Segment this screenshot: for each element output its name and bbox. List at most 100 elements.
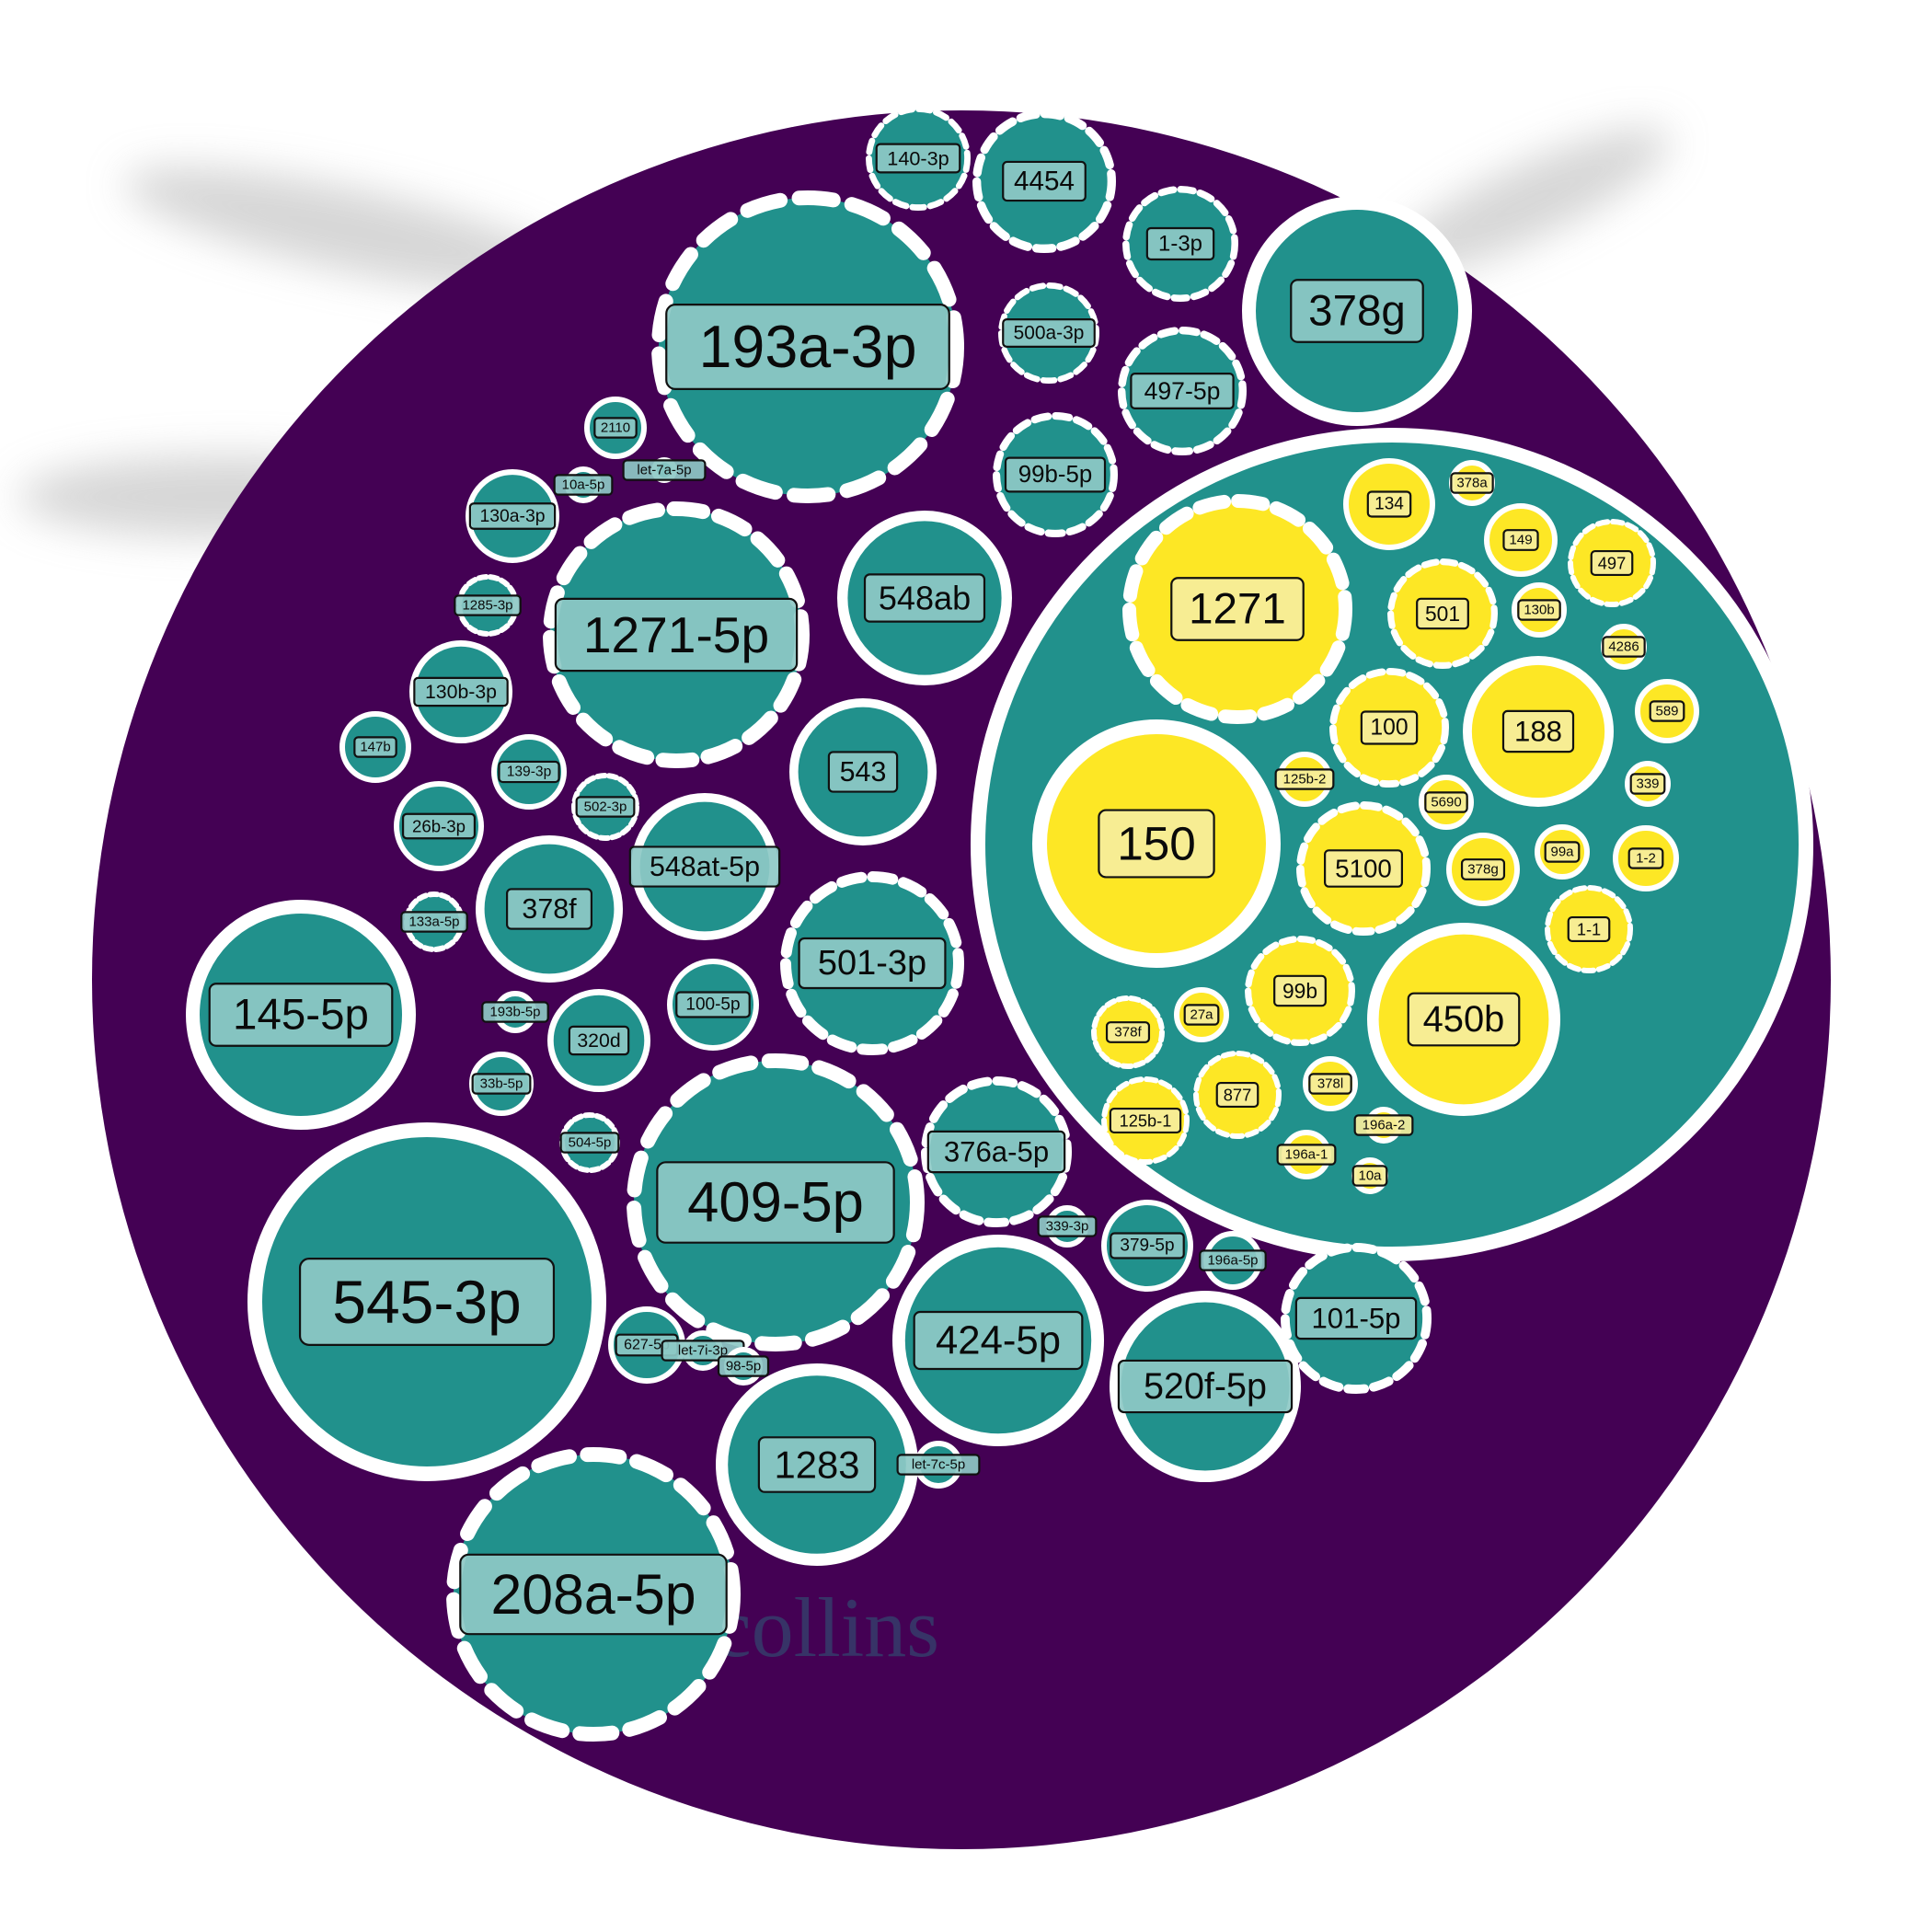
teal-node-label-box bbox=[926, 1130, 1066, 1174]
yellow-node-label-box bbox=[1629, 773, 1666, 795]
teal-node-label-box bbox=[1117, 1359, 1294, 1414]
node-t7: 497-5p bbox=[1117, 327, 1247, 456]
node-t18: 139-3p bbox=[491, 734, 567, 810]
yellow-node-label: 100 bbox=[1370, 716, 1408, 741]
teal-node-label-box bbox=[913, 1310, 1084, 1371]
yellow-node-label: 497 bbox=[1598, 554, 1626, 573]
teal-node-label-box bbox=[798, 937, 947, 990]
yellow-node-label: 1-2 bbox=[1636, 851, 1656, 867]
yellow-node-label-box bbox=[1649, 700, 1685, 722]
teal-node-label: 1283 bbox=[775, 1443, 860, 1487]
yellow-node-label-box bbox=[1274, 768, 1335, 790]
node-t36: 379-5p bbox=[1101, 1200, 1193, 1292]
teal-node-label-box bbox=[1290, 279, 1424, 343]
yellow-node-label-box bbox=[1276, 1144, 1337, 1166]
node-t11: 10a-5p bbox=[553, 466, 614, 503]
teal-node-label-box bbox=[896, 1454, 981, 1476]
teal-node-label: let-7a-5p bbox=[637, 463, 691, 478]
teal-node-label: 133a-5p bbox=[408, 914, 459, 930]
teal-node-label-box bbox=[459, 1553, 728, 1636]
node-t21: 26b-3p bbox=[394, 781, 484, 871]
teal-node-label: 26b-3p bbox=[412, 817, 466, 836]
node-t25: 501-3p bbox=[780, 871, 964, 1055]
teal-node-label-box bbox=[875, 143, 961, 174]
node-t46: 208a-5p bbox=[446, 1447, 741, 1742]
teal-node-label: 208a-5p bbox=[490, 1563, 696, 1626]
node-y20: 1-1 bbox=[1545, 885, 1633, 973]
node-y9: 100 bbox=[1329, 668, 1450, 788]
teal-node-label-box bbox=[568, 1025, 630, 1056]
teal-node-label: 99b-5p bbox=[1018, 462, 1092, 488]
node-y26: 378l bbox=[1303, 1056, 1358, 1111]
node-t43: 520f-5p bbox=[1109, 1290, 1301, 1482]
node-y30: 10a bbox=[1351, 1157, 1388, 1194]
teal-node-label-box bbox=[353, 736, 397, 758]
teal-node-label-box bbox=[468, 502, 557, 530]
yellow-node-label-box bbox=[1590, 549, 1634, 577]
yellow-node-label-box bbox=[1215, 1081, 1259, 1109]
node-t6: 500a-3p bbox=[998, 282, 1100, 384]
yellow-node-label-box bbox=[1183, 1004, 1220, 1026]
node-t28: 100-5p bbox=[667, 959, 759, 1051]
node-t33: 376a-5p bbox=[920, 1076, 1072, 1228]
teal-node-label-box bbox=[1004, 456, 1107, 493]
teal-node-label-box bbox=[1110, 1232, 1185, 1259]
teal-node-label: let-7c-5p bbox=[912, 1457, 965, 1473]
teal-node-label: 33b-5p bbox=[480, 1076, 523, 1092]
node-t32: 409-5p bbox=[627, 1053, 925, 1351]
teal-node-label-box bbox=[827, 751, 899, 793]
teal-node-label-box bbox=[757, 1436, 877, 1493]
teal-node-label-box bbox=[1037, 1215, 1098, 1237]
node-y14: 5690 bbox=[1419, 775, 1474, 830]
teal-node-label-box bbox=[1130, 373, 1235, 409]
yellow-node-label: 450b bbox=[1423, 999, 1505, 1040]
node-t4: 1-3p bbox=[1122, 185, 1239, 303]
node-t19: 543 bbox=[788, 697, 937, 845]
yellow-node-label-box bbox=[1544, 841, 1581, 863]
node-t27: 193b-5p bbox=[481, 991, 549, 1033]
teal-node-label: 147b bbox=[360, 740, 390, 755]
teal-node-label-box bbox=[413, 676, 509, 707]
node-y8: 4286 bbox=[1601, 624, 1647, 670]
yellow-node-label: 1271 bbox=[1189, 585, 1286, 634]
teal-node-label-box bbox=[1002, 318, 1096, 348]
node-y28: 196a-2 bbox=[1353, 1107, 1414, 1144]
node-t10: let-7a-5p bbox=[622, 457, 707, 483]
yellow-node-label: 378a bbox=[1456, 476, 1488, 491]
yellow-node-label: 27a bbox=[1190, 1007, 1213, 1023]
node-t9: 2110 bbox=[584, 397, 647, 459]
node-t5: 378g bbox=[1242, 196, 1472, 426]
node-t35: 339-3p bbox=[1037, 1205, 1098, 1248]
node-t34: 545-3p bbox=[247, 1122, 606, 1481]
node-y4: 149 bbox=[1484, 503, 1558, 577]
teal-node-label: 130b-3p bbox=[425, 681, 497, 703]
yellow-node-label: 196a-1 bbox=[1285, 1147, 1328, 1163]
teal-node-label: 140-3p bbox=[887, 147, 949, 170]
teal-node-label: 545-3p bbox=[332, 1268, 522, 1336]
node-t8: 99b-5p bbox=[992, 412, 1118, 538]
node-t13: 1271-5p bbox=[543, 501, 810, 768]
teal-node-label: 543 bbox=[840, 756, 887, 788]
teal-node-label-box bbox=[505, 888, 593, 930]
node-t3: 4454 bbox=[972, 109, 1117, 253]
yellow-node-label: 4286 bbox=[1608, 639, 1639, 655]
yellow-node-label: 378g bbox=[1467, 862, 1499, 878]
node-t38: 101-5p bbox=[1281, 1243, 1432, 1395]
teal-node-label: 548at-5p bbox=[650, 851, 760, 882]
teal-node-label: 100-5p bbox=[685, 995, 740, 1015]
yellow-node-label-box bbox=[1353, 1114, 1414, 1136]
yellow-node-label: 877 bbox=[1224, 1086, 1251, 1105]
yellow-node-label: 1-1 bbox=[1577, 920, 1601, 939]
yellow-node-label: 150 bbox=[1117, 818, 1196, 870]
node-y23: 378f bbox=[1091, 995, 1165, 1069]
node-t29: 320d bbox=[546, 988, 650, 1092]
teal-node-label: 2110 bbox=[601, 420, 630, 436]
node-y12: 125b-2 bbox=[1274, 752, 1335, 807]
teal-node-label-box bbox=[665, 304, 950, 390]
yellow-node-label: 589 bbox=[1655, 704, 1678, 719]
teal-node-label: 101-5p bbox=[1311, 1303, 1400, 1335]
yellow-node-label-box bbox=[1308, 1073, 1352, 1095]
teal-node-label: 4454 bbox=[1014, 167, 1075, 197]
teal-node-label: 497-5p bbox=[1144, 377, 1221, 405]
teal-node-label: 130a-3p bbox=[479, 506, 545, 526]
